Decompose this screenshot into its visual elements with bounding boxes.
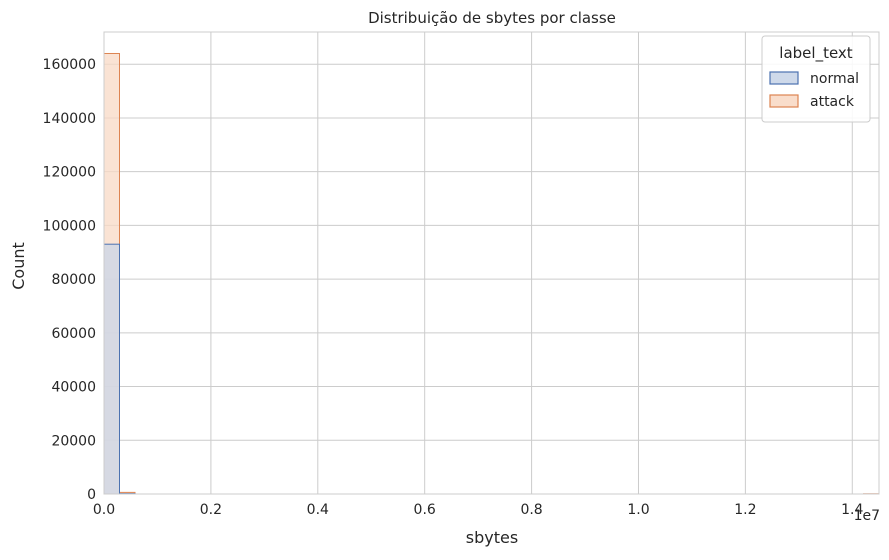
y-tick-label: 120000 <box>43 165 96 181</box>
x-tick-label: 0.6 <box>414 502 436 518</box>
y-tick-label: 0 <box>87 487 96 503</box>
x-tick-label: 0.2 <box>200 502 222 518</box>
x-axis-offset-label: 1e7 <box>854 508 880 524</box>
x-axis-label: sbytes <box>466 528 518 547</box>
x-tick-label: 1.2 <box>734 502 756 518</box>
y-tick-label: 80000 <box>51 272 96 288</box>
y-tick-label: 100000 <box>43 218 96 234</box>
y-tick-label: 140000 <box>43 111 96 127</box>
y-tick-label: 160000 <box>43 57 96 73</box>
legend-swatch-normal <box>770 72 798 84</box>
y-axis-ticks: 0 20000 40000 60000 80000 100000 120000 140000 1… <box>43 57 96 503</box>
legend-label-normal: normal <box>810 71 859 87</box>
y-axis-label: Count <box>9 242 28 290</box>
y-tick-label: 40000 <box>51 380 96 396</box>
legend-title: label_text <box>779 44 853 63</box>
x-tick-label: 0.8 <box>520 502 542 518</box>
legend-label-attack: attack <box>810 94 855 110</box>
chart-title: Distribuição de sbytes por classe <box>368 9 616 27</box>
x-tick-label: 1.0 <box>627 502 649 518</box>
chart-legend: label_text normal attack <box>762 36 870 122</box>
y-tick-label: 60000 <box>51 326 96 342</box>
x-tick-label: 0.4 <box>307 502 329 518</box>
x-tick-label: 0.0 <box>93 502 115 518</box>
y-tick-label: 20000 <box>51 433 96 449</box>
legend-swatch-attack <box>770 95 798 107</box>
histogram-bar-normal <box>104 244 120 494</box>
